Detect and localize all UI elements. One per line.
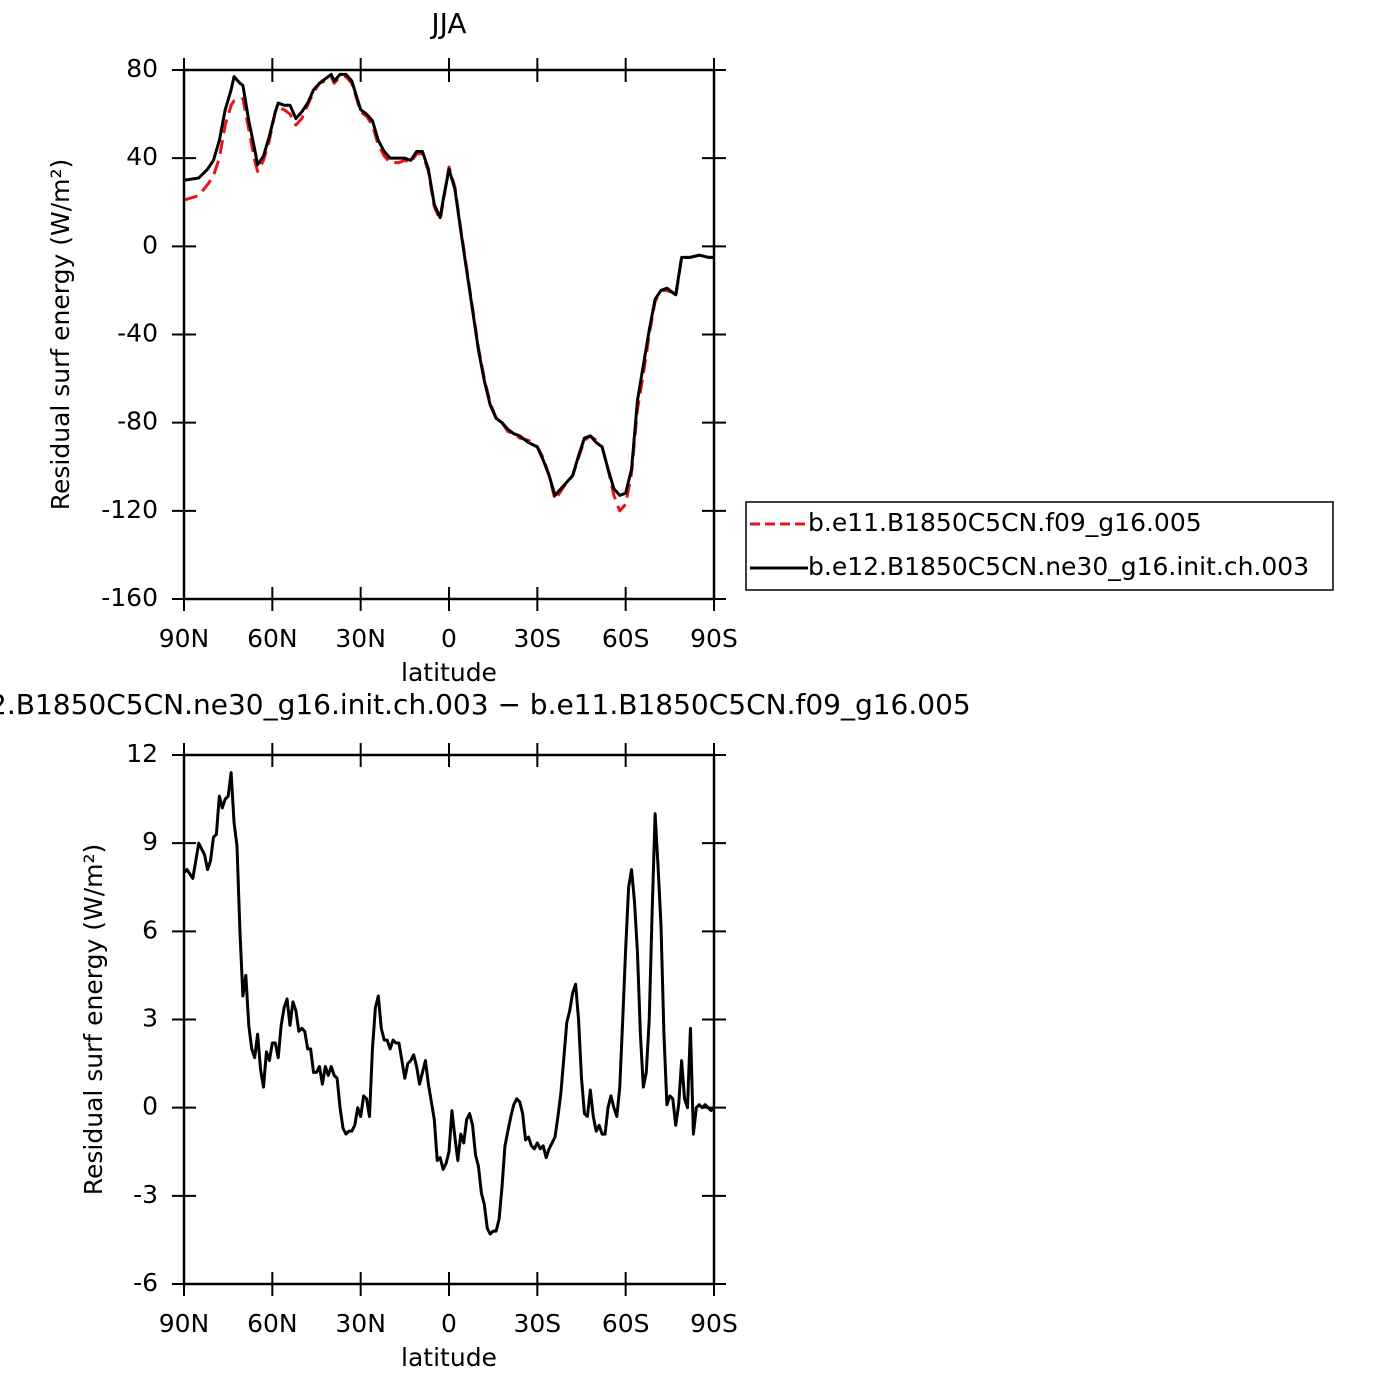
y-tick-label: -160	[101, 583, 158, 612]
data-line	[182, 771, 716, 1236]
x-tick-label: 0	[441, 1309, 457, 1338]
x-tick-label: 30N	[335, 624, 386, 653]
legend-label: b.e11.B1850C5CN.f09_g16.005	[808, 508, 1202, 537]
y-axis-label: Residual surf energy (W/m²)	[46, 159, 75, 511]
legend-label: b.e12.B1850C5CN.ne30_g16.init.ch.003	[808, 552, 1309, 581]
x-tick-label: 90S	[690, 1309, 738, 1338]
y-tick-label: -3	[133, 1180, 158, 1209]
x-tick-label: 30S	[513, 1309, 561, 1338]
y-tick-label: -120	[101, 495, 158, 524]
y-tick-label: 0	[142, 230, 158, 259]
x-tick-label: 60N	[247, 624, 298, 653]
y-tick-label: 3	[142, 1004, 158, 1033]
plot-frame	[182, 753, 716, 1286]
y-tick-label: 9	[142, 827, 158, 856]
chart-title: JJA	[429, 7, 466, 40]
x-axis-label: latitude	[401, 1343, 497, 1372]
y-tick-label: 80	[126, 54, 158, 83]
x-tick-label: 90N	[159, 1309, 210, 1338]
x-tick-label: 30S	[513, 624, 561, 653]
x-tick-label: 60S	[602, 1309, 650, 1338]
x-tick-label: 90N	[159, 624, 210, 653]
chart-title: b.e12.B1850C5CN.ne30_g16.init.ch.003 − b…	[0, 688, 971, 721]
x-tick-label: 60S	[602, 624, 650, 653]
y-tick-label: 12	[126, 739, 158, 768]
x-tick-label: 30N	[335, 1309, 386, 1338]
data-line	[183, 72, 714, 497]
x-axis-label: latitude	[401, 658, 497, 687]
y-tick-label: 6	[142, 915, 158, 944]
legend-box	[745, 501, 1334, 591]
y-tick-label: -6	[133, 1268, 158, 1297]
y-tick-label: -40	[117, 319, 158, 348]
y-tick-label: -80	[117, 407, 158, 436]
y-tick-label: 40	[126, 142, 158, 171]
x-tick-label: 0	[441, 624, 457, 653]
plot-frame	[182, 68, 716, 601]
x-tick-label: 60N	[247, 1309, 298, 1338]
y-tick-label: 0	[142, 1092, 158, 1121]
y-axis-label: Residual surf energy (W/m²)	[79, 844, 108, 1196]
x-tick-label: 90S	[690, 624, 738, 653]
